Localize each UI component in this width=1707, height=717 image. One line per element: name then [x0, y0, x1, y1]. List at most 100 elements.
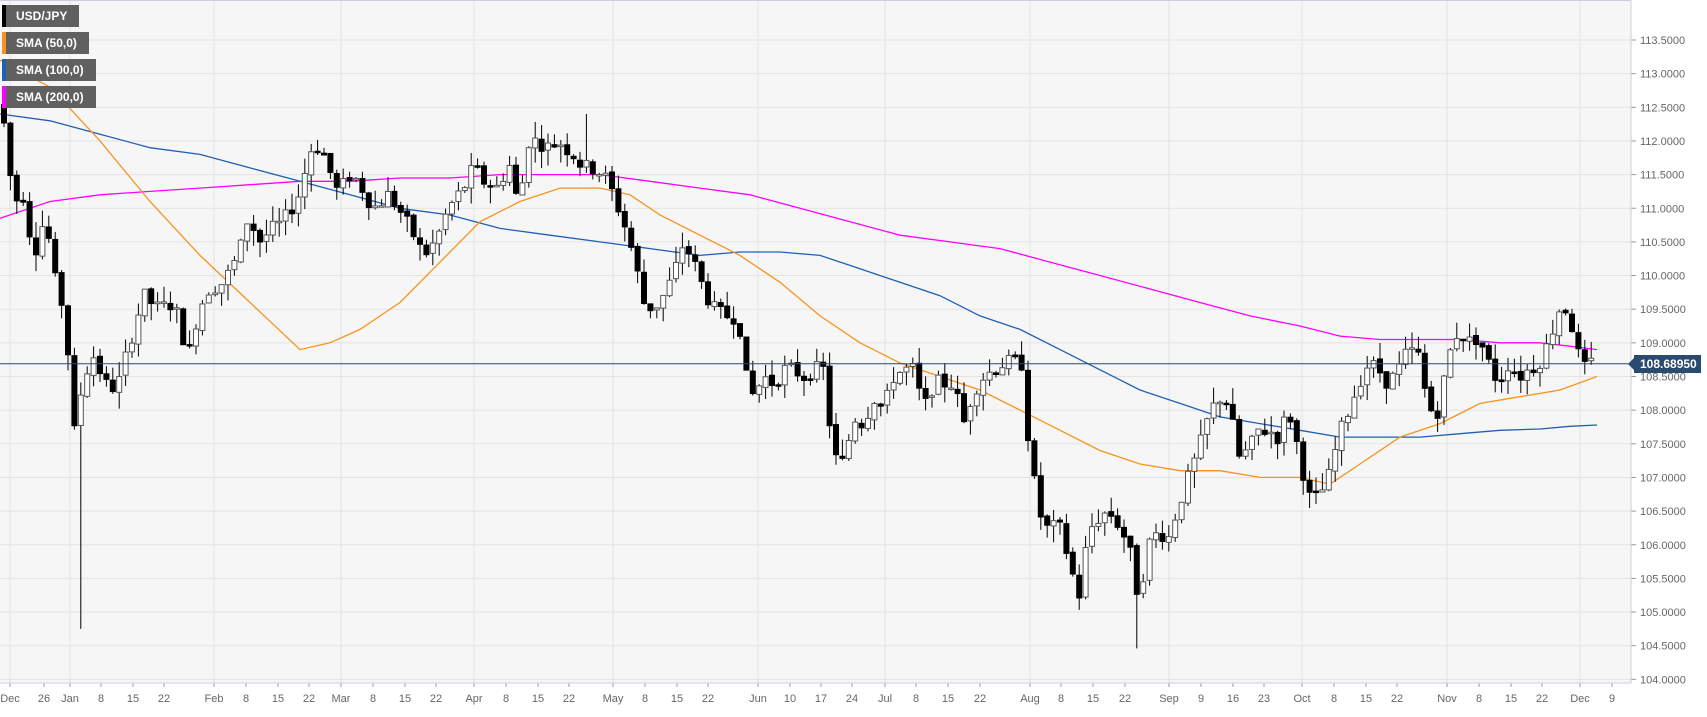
candle: [973, 390, 980, 417]
x-tick-label: 9: [1609, 693, 1615, 705]
candle: [813, 348, 820, 383]
candle: [391, 185, 398, 211]
candle: [570, 154, 577, 165]
candle: [1332, 436, 1339, 482]
candle: [948, 374, 955, 391]
x-tick-label: Sep: [1159, 693, 1179, 705]
candle: [1409, 332, 1415, 365]
candle: [980, 372, 987, 411]
legend-item-sma50[interactable]: SMA (50,0): [2, 32, 96, 54]
candle: [538, 125, 545, 169]
sma-200-line: [0, 173, 1598, 351]
candle: [1492, 344, 1499, 393]
x-tick-label: 8: [503, 693, 509, 705]
candle: [493, 176, 500, 188]
x-tick-label: 15: [1360, 693, 1372, 705]
candle: [1357, 375, 1364, 400]
candle: [647, 303, 654, 319]
x-tick-label: 15: [1087, 693, 1099, 705]
candle: [436, 228, 443, 256]
candle: [1389, 371, 1396, 390]
x-tick-label: 8: [913, 693, 919, 705]
candle: [1383, 371, 1390, 404]
candle: [295, 184, 302, 227]
candle: [1185, 463, 1191, 507]
candle: [1178, 501, 1185, 524]
candle: [1325, 458, 1332, 492]
candle: [769, 360, 775, 397]
candle: [340, 168, 347, 195]
candle: [257, 228, 263, 258]
candle: [385, 177, 391, 208]
candle: [551, 134, 558, 149]
candle: [532, 121, 539, 163]
x-tick-label: 9: [1198, 693, 1204, 705]
candle: [71, 347, 78, 430]
legend-label: SMA (50,0): [6, 32, 89, 54]
candle: [1108, 497, 1115, 524]
y-tick-label: 112.0000: [1640, 136, 1685, 148]
candle: [1345, 413, 1351, 432]
legend-item-sma100[interactable]: SMA (100,0): [2, 59, 96, 81]
candle: [557, 140, 564, 163]
candle: [602, 165, 609, 184]
candle: [1479, 342, 1486, 362]
candle: [167, 291, 174, 322]
current-price-badge: 108.68950: [1628, 354, 1701, 373]
legend-item-usdjpy[interactable]: USD/JPY: [2, 5, 96, 27]
candle: [583, 114, 590, 173]
x-tick-label: 22: [303, 693, 315, 705]
candle: [1556, 309, 1563, 345]
candle: [378, 199, 385, 208]
sma-100-line: [0, 113, 1598, 438]
candle: [103, 366, 110, 387]
candle: [1281, 410, 1287, 456]
candle: [1287, 413, 1294, 430]
x-tick-label: 15: [399, 693, 411, 705]
x-tick-label: 22: [974, 693, 986, 705]
candle: [781, 355, 788, 398]
candle: [1517, 355, 1524, 393]
candle: [564, 133, 571, 167]
candle: [845, 434, 852, 461]
candle: [615, 175, 622, 217]
candle: [852, 418, 859, 444]
candle: [525, 146, 532, 188]
candle: [545, 133, 551, 166]
candle: [461, 186, 468, 193]
candle: [1306, 470, 1313, 508]
candle: [116, 362, 123, 409]
legend-swatch: [2, 32, 6, 54]
candle: [109, 367, 116, 394]
candle: [193, 324, 199, 355]
candle: [961, 382, 967, 424]
candle: [711, 291, 718, 311]
candle: [1441, 374, 1447, 425]
candle: [1197, 419, 1204, 461]
legend-item-sma200[interactable]: SMA (200,0): [2, 86, 96, 108]
x-tick-label: Dec: [0, 693, 20, 705]
y-tick-label: 107.5000: [1640, 439, 1686, 451]
candle: [84, 366, 91, 398]
candle: [634, 243, 641, 284]
candle: [935, 370, 942, 396]
candle: [58, 270, 65, 319]
x-tick-label: 8: [243, 693, 249, 705]
candle: [1485, 343, 1492, 364]
candle: [186, 330, 193, 349]
candle: [1338, 417, 1345, 466]
plot-area: [0, 0, 1631, 683]
candle: [474, 158, 481, 169]
y-tick-label: 111.5000: [1640, 170, 1684, 182]
candle: [1268, 416, 1275, 449]
candle: [333, 169, 340, 200]
candle: [237, 238, 244, 264]
x-tick-label: 23: [1258, 693, 1270, 705]
x-tick-label: 22: [563, 693, 575, 705]
x-tick-label: 8: [642, 693, 648, 705]
candle: [1575, 323, 1582, 358]
x-tick-label: 8: [1476, 693, 1482, 705]
y-tick-label: 111.0000: [1640, 203, 1684, 215]
